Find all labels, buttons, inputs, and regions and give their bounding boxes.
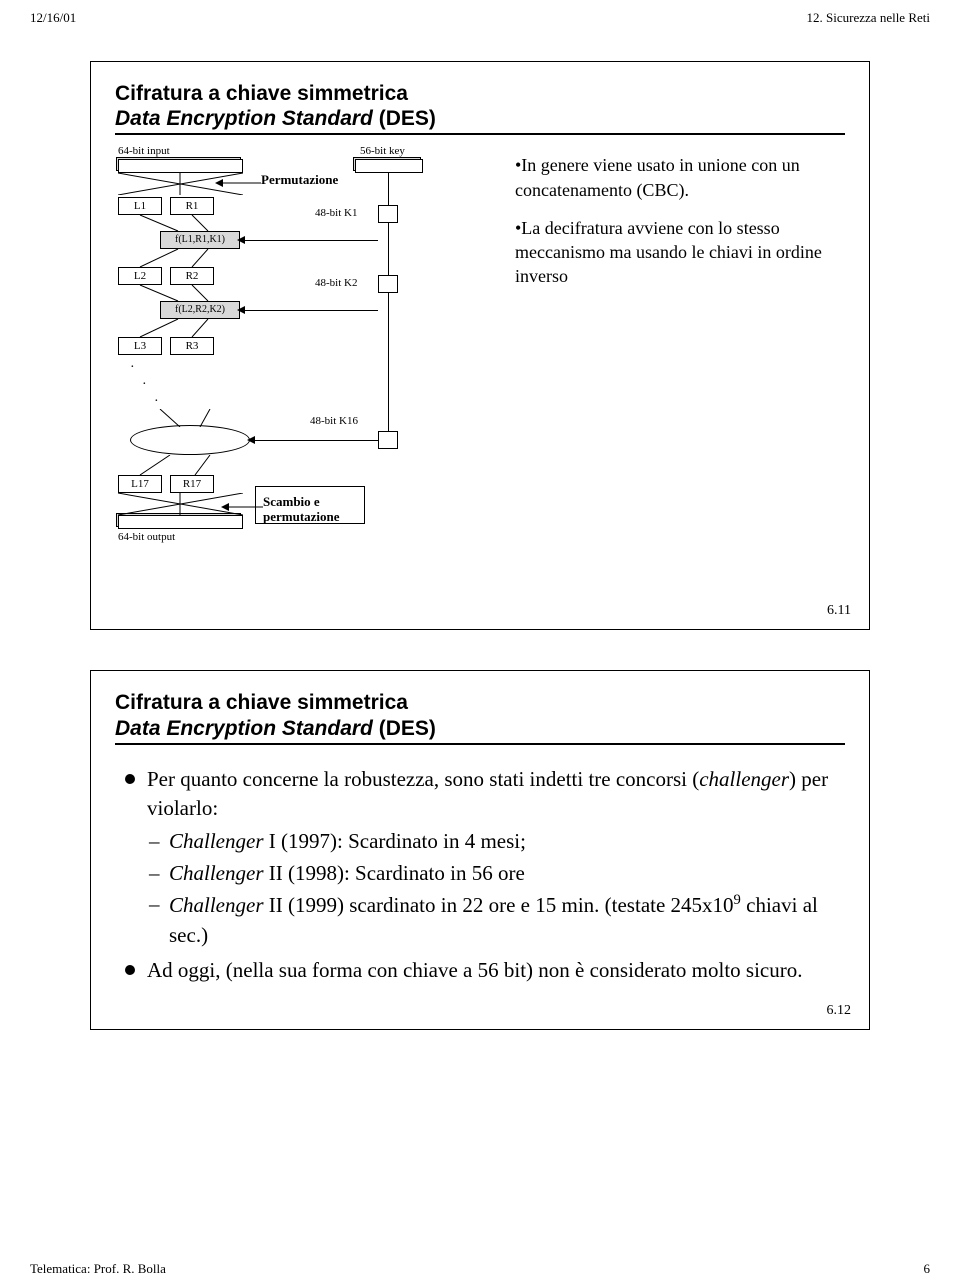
k16-label: 48-bit K16 (310, 415, 358, 427)
slide2-number: 6.12 (827, 1003, 852, 1019)
r2-box: R2 (170, 267, 214, 285)
dots1: · (130, 360, 137, 376)
input-box (118, 159, 243, 173)
k1-arrow (240, 240, 378, 241)
header-date: 12/16/01 (30, 10, 76, 26)
slide2-subtitle-em: Data Encryption Standard (115, 717, 373, 740)
sub3: Challenger II (1999) scardinato in 22 or… (147, 890, 837, 950)
k2-box (378, 275, 398, 293)
lines-f1 (118, 215, 248, 233)
k16-box (378, 431, 398, 449)
slide1-subtitle: Data Encryption Standard (DES) (115, 107, 845, 131)
k1-box (378, 205, 398, 223)
lines-l2 (118, 249, 248, 267)
r1-box: R1 (170, 197, 214, 215)
perm-arrow (215, 177, 263, 189)
lines-oval-in (130, 409, 250, 427)
s1a: Challenger (169, 829, 264, 853)
k2-label: 48-bit K2 (315, 277, 357, 289)
s3a: Challenger (169, 893, 264, 917)
slide1-subtitle-em: Data Encryption Standard (115, 107, 373, 130)
scambio-box (255, 486, 365, 524)
dots2: · (142, 377, 147, 393)
key-label: 56-bit key (360, 145, 405, 157)
sub1: Challenger I (1997): Scardinato in 4 mes… (147, 827, 837, 856)
b1b: challenger (699, 767, 789, 791)
key-box (355, 159, 423, 173)
s3c: 9 (734, 892, 741, 908)
key-dots (388, 345, 389, 400)
des-diagram: 64-bit input L1 R1 f(L1,R1,K1) (115, 145, 495, 595)
k16-arrowhead (247, 435, 257, 445)
footer-right: 6 (924, 1261, 931, 1277)
title-rule-2 (115, 743, 845, 745)
dots3: · (154, 394, 159, 410)
header-title: 12. Sicurezza nelle Reti (807, 10, 930, 26)
slide2-body: Per quanto concerne la robustezza, sono … (115, 755, 845, 1016)
input-label: 64-bit input (118, 145, 170, 157)
r3-box: R3 (170, 337, 214, 355)
slide2-title: Cifratura a chiave simmetrica (115, 689, 845, 716)
r17-box: R17 (170, 475, 214, 493)
title-rule (115, 133, 845, 135)
permutazione-label: Permutazione (261, 173, 338, 187)
lines-f2 (118, 285, 248, 303)
slide1-number: 6.11 (827, 603, 851, 619)
slide1-title: Cifratura a chiave simmetrica (115, 80, 845, 107)
lines-l3 (118, 319, 248, 337)
f2-box: f(L2,R2,K2) (160, 301, 240, 319)
slide1-text: •In genere viene usato in unione con un … (515, 145, 845, 595)
slide2-bullet1: Per quanto concerne la robustezza, sono … (123, 765, 837, 950)
output-box (118, 515, 243, 529)
page-footer: Telematica: Prof. R. Bolla 6 (0, 1261, 960, 1277)
k2-arrow (240, 310, 378, 311)
lines-oval-out (130, 455, 250, 475)
slide-1: Cifratura a chiave simmetrica Data Encry… (90, 61, 870, 630)
output-label: 64-bit output (118, 531, 175, 543)
slide1-bullet2: •La decifratura avviene con lo stesso me… (515, 216, 845, 289)
k1-arrowhead (237, 235, 247, 245)
k16-arrow (250, 440, 378, 441)
slide-2: Cifratura a chiave simmetrica Data Encry… (90, 670, 870, 1030)
l17-box: L17 (118, 475, 162, 493)
slide2-subtitle: Data Encryption Standard (DES) (115, 717, 845, 741)
footer-left: Telematica: Prof. R. Bolla (30, 1261, 166, 1277)
oval (130, 425, 250, 455)
b1a: Per quanto concerne la robustezza, sono … (147, 767, 699, 791)
s3b: II (1999) scardinato in 22 ore e 15 min.… (264, 893, 734, 917)
s2a: Challenger (169, 861, 264, 885)
k2-arrowhead (237, 305, 247, 315)
k1-label: 48-bit K1 (315, 207, 357, 219)
page-header: 12/16/01 12. Sicurezza nelle Reti (0, 0, 960, 31)
slide2-subtitle-plain: (DES) (373, 717, 436, 740)
l2-box: L2 (118, 267, 162, 285)
sub2: Challenger II (1998): Scardinato in 56 o… (147, 859, 837, 888)
slide1-subtitle-plain: (DES) (373, 107, 436, 130)
slide1-bullet1: •In genere viene usato in unione con un … (515, 153, 845, 202)
l1-box: L1 (118, 197, 162, 215)
f1-box: f(L1,R1,K1) (160, 231, 240, 249)
s1b: I (1997): Scardinato in 4 mesi; (264, 829, 526, 853)
s2b: II (1998): Scardinato in 56 ore (264, 861, 525, 885)
slide2-bullet2: Ad oggi, (nella sua forma con chiave a 5… (123, 956, 837, 985)
l3-box: L3 (118, 337, 162, 355)
